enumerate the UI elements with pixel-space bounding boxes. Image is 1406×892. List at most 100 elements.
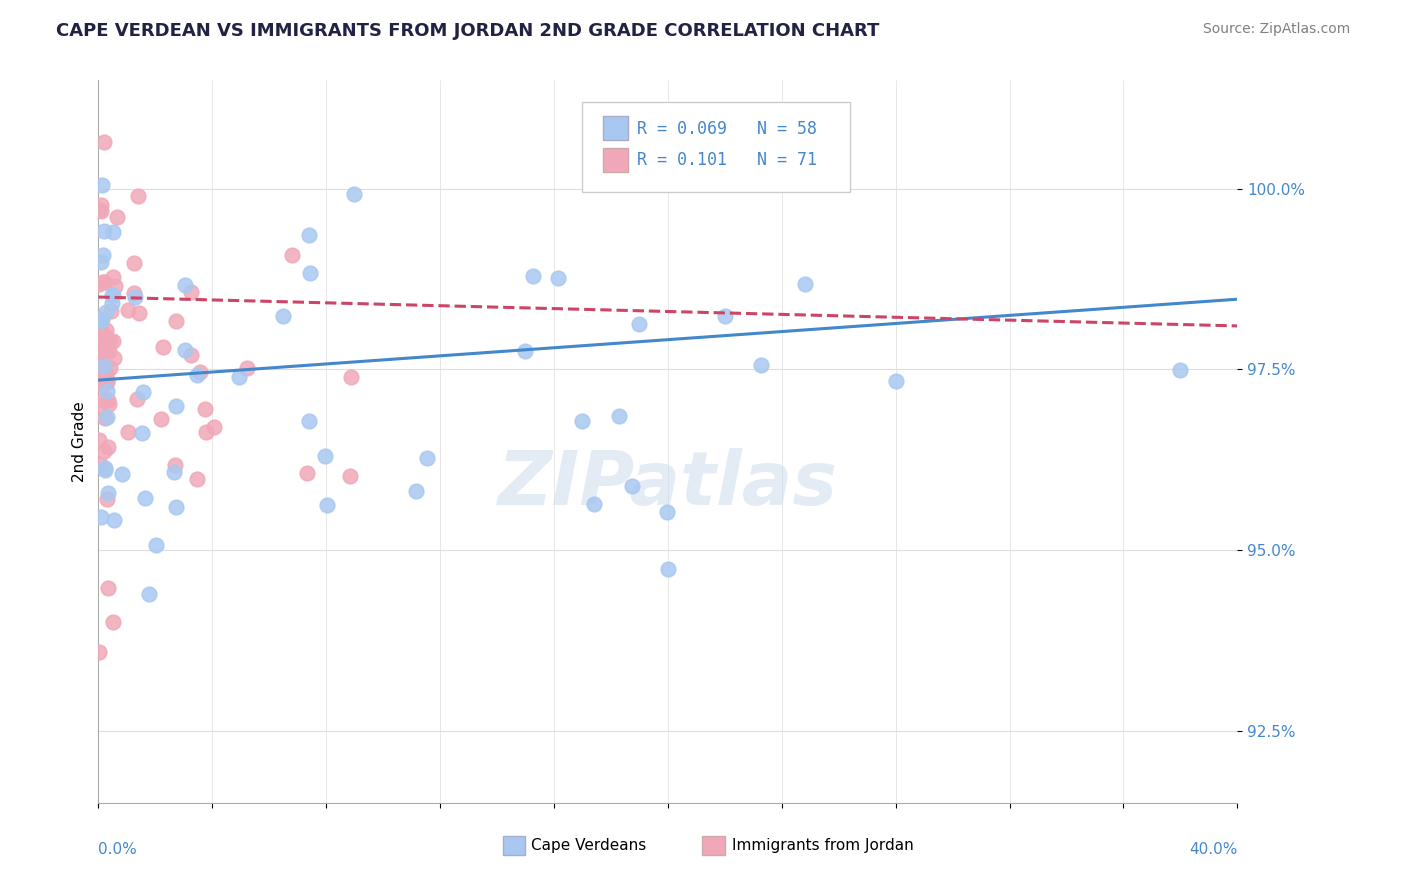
Point	[94, 461, 117, 475]
Point	[93, 463, 115, 477]
Point	[180, 285, 202, 299]
Point	[91, 312, 114, 326]
Point	[96, 491, 118, 506]
Point	[93, 375, 115, 389]
Point	[657, 562, 679, 576]
Point	[180, 348, 202, 362]
Point	[165, 399, 187, 413]
Point	[173, 343, 195, 357]
FancyBboxPatch shape	[702, 836, 725, 855]
Point	[128, 306, 150, 320]
Point	[93, 224, 115, 238]
FancyBboxPatch shape	[582, 102, 851, 193]
Point	[97, 397, 120, 411]
Point	[101, 225, 124, 239]
Point	[124, 290, 146, 304]
Point	[98, 343, 121, 358]
Point	[87, 434, 110, 448]
Point	[103, 513, 125, 527]
Point	[235, 361, 257, 376]
Point	[314, 449, 336, 463]
Point	[89, 314, 111, 328]
Point	[96, 375, 118, 389]
Point	[91, 361, 114, 376]
Point	[127, 189, 149, 203]
Point	[281, 247, 304, 261]
Point	[111, 467, 134, 481]
Point	[100, 360, 122, 375]
Point	[96, 486, 118, 500]
Point	[90, 510, 112, 524]
Point	[91, 367, 114, 381]
Text: R = 0.069   N = 58: R = 0.069 N = 58	[637, 120, 817, 137]
Point	[799, 145, 821, 160]
Point	[89, 399, 111, 413]
Point	[91, 378, 114, 392]
Point	[96, 410, 118, 425]
Point	[1170, 362, 1192, 376]
Point	[515, 344, 537, 359]
Point	[165, 500, 187, 514]
Point	[150, 411, 173, 425]
Point	[93, 444, 115, 458]
Point	[101, 296, 124, 310]
Point	[94, 305, 117, 319]
Point	[91, 178, 114, 193]
Point	[340, 370, 363, 384]
Point	[87, 277, 110, 291]
Point	[188, 365, 211, 379]
Point	[628, 317, 651, 331]
Text: Source: ZipAtlas.com: Source: ZipAtlas.com	[1202, 22, 1350, 37]
Point	[122, 286, 145, 301]
Text: ZIPatlas: ZIPatlas	[498, 449, 838, 522]
Point	[96, 373, 118, 387]
Point	[93, 359, 115, 373]
Point	[96, 384, 118, 399]
Point	[131, 425, 153, 440]
Point	[621, 479, 644, 493]
Point	[93, 329, 115, 343]
Point	[195, 425, 218, 439]
Point	[793, 277, 815, 291]
Point	[104, 278, 127, 293]
Point	[298, 414, 321, 428]
Point	[655, 505, 678, 519]
Point	[132, 384, 155, 399]
Point	[100, 288, 122, 302]
Point	[93, 275, 115, 289]
Point	[315, 498, 337, 512]
Point	[186, 472, 208, 486]
Point	[138, 587, 160, 601]
Y-axis label: 2nd Grade: 2nd Grade	[72, 401, 87, 482]
Point	[93, 342, 115, 356]
Point	[186, 368, 208, 382]
Point	[101, 334, 124, 349]
Point	[101, 270, 124, 285]
Point	[117, 302, 139, 317]
Text: Immigrants from Jordan: Immigrants from Jordan	[731, 838, 914, 853]
Point	[582, 497, 605, 511]
Text: Cape Verdeans: Cape Verdeans	[531, 838, 647, 853]
Point	[339, 469, 361, 483]
Point	[90, 312, 112, 326]
Point	[94, 410, 117, 425]
Point	[117, 425, 139, 439]
Point	[90, 350, 112, 364]
FancyBboxPatch shape	[603, 116, 628, 140]
Text: CAPE VERDEAN VS IMMIGRANTS FROM JORDAN 2ND GRADE CORRELATION CHART: CAPE VERDEAN VS IMMIGRANTS FROM JORDAN 2…	[56, 22, 880, 40]
Point	[405, 483, 427, 498]
Point	[122, 256, 145, 270]
Point	[202, 420, 225, 434]
Point	[749, 358, 772, 372]
Point	[103, 351, 125, 366]
Point	[91, 392, 114, 407]
Point	[96, 367, 118, 381]
Point	[571, 414, 593, 428]
Point	[295, 467, 318, 481]
Point	[194, 402, 217, 417]
Point	[90, 255, 112, 269]
Point	[228, 370, 250, 384]
Point	[145, 538, 167, 552]
Point	[93, 328, 115, 343]
Point	[97, 392, 120, 407]
